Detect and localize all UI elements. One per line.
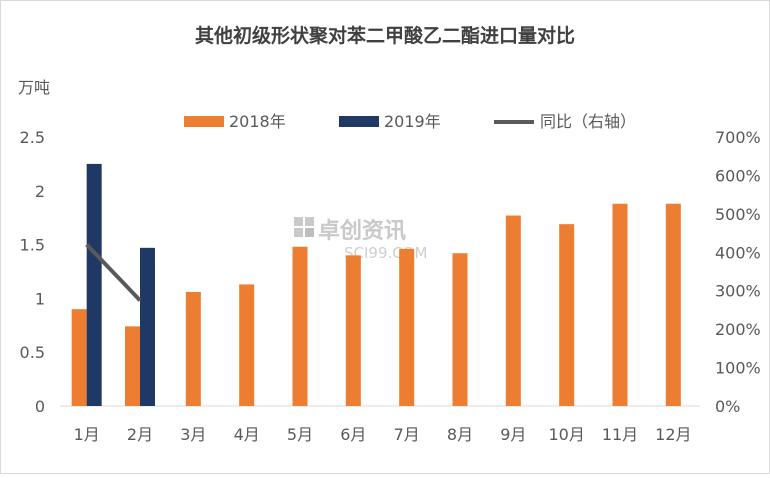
legend-swatch-2019 [339, 116, 379, 127]
y-tick-label: 2.5 [20, 128, 45, 147]
y-tick-label: 1 [35, 289, 45, 308]
bar-2018 [505, 215, 521, 406]
legend-swatch-2018 [184, 116, 224, 127]
y-tick-label: 2 [35, 182, 45, 201]
legend: 2018年 2019年 同比（右轴） [184, 112, 636, 131]
bar-2018 [452, 253, 468, 406]
bar-2018 [399, 248, 415, 406]
axes: 0 0.5 1 1.5 2 2.5 0% 100% 200% 300% 400% 500% 600% 70… [20, 128, 761, 444]
bar-2018 [292, 246, 308, 406]
y2-tick-label: 500% [715, 205, 761, 224]
y-tick-label: 0 [35, 397, 45, 416]
x-tick-label: 12月 [655, 425, 691, 444]
bar-2018 [345, 255, 361, 406]
bar-2018 [71, 309, 87, 406]
x-tick-label: 2月 [127, 425, 153, 444]
x-tick-label: 9月 [500, 425, 526, 444]
watermark-block [294, 228, 303, 237]
x-tick-label: 5月 [287, 425, 313, 444]
bar-2018 [125, 326, 140, 406]
legend-label-yoy: 同比（右轴） [540, 112, 636, 131]
chart-title: 其他初级形状聚对苯二甲酸乙二酯进口量对比 [195, 24, 575, 47]
y2-tick-label: 600% [715, 166, 761, 185]
y2-tick-label: 0% [715, 397, 740, 416]
bar-2018 [559, 224, 575, 406]
legend-label-2018: 2018年 [229, 112, 286, 131]
x-tick-label: 7月 [394, 425, 420, 444]
yoy-line [85, 243, 142, 302]
bar-2019 [86, 163, 102, 406]
y2-tick-label: 200% [715, 320, 761, 339]
y2-tick-label: 300% [715, 282, 761, 301]
watermark-block [305, 228, 314, 237]
watermark-block [294, 217, 303, 226]
x-tick-label: 11月 [602, 425, 638, 444]
x-tick-label: 6月 [340, 425, 366, 444]
yoy-line-group [85, 243, 142, 302]
bar-2018 [665, 203, 681, 406]
x-tick-label: 8月 [447, 425, 473, 444]
bar-2018 [612, 203, 628, 406]
y2-tick-label: 700% [715, 128, 761, 147]
watermark-block [305, 217, 314, 226]
watermark-cn: 卓创资讯 [318, 219, 406, 244]
y-tick-label: 1.5 [20, 236, 45, 255]
bar-2018 [239, 284, 255, 406]
bar-2018 [185, 291, 201, 406]
x-tick-label: 3月 [180, 425, 206, 444]
y2-tick-label: 100% [715, 359, 761, 378]
y2-tick-label: 400% [715, 243, 761, 262]
x-tick-label: 1月 [74, 425, 100, 444]
x-tick-label: 4月 [234, 425, 260, 444]
legend-label-2019: 2019年 [384, 112, 441, 131]
y-axis-label: 万吨 [18, 78, 50, 97]
bars [71, 163, 681, 406]
x-tick-label: 10月 [548, 425, 584, 444]
bar-2019 [140, 247, 155, 406]
y-tick-label: 0.5 [20, 343, 45, 362]
